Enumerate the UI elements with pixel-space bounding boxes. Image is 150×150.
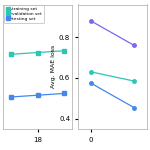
- Y-axis label: Avg. MAE loss: Avg. MAE loss: [51, 45, 56, 88]
- Legend: training set, validation set, testing set: training set, validation set, testing se…: [4, 5, 44, 23]
